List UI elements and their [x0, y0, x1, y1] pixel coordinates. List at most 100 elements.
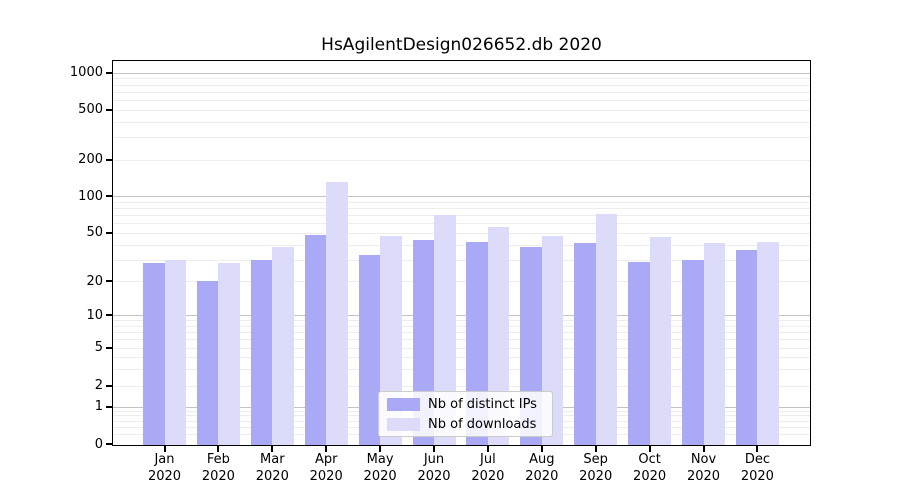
x-axis-label-month: Dec	[744, 452, 770, 467]
y-axis-tick-2	[106, 384, 112, 387]
x-axis-label-jan: Jan 2020	[135, 451, 195, 485]
gridline-minor	[113, 325, 810, 327]
y-axis-label-200: 200	[78, 152, 103, 167]
x-axis-label-month: Jan	[154, 452, 175, 467]
x-axis-label-year: 2020	[255, 469, 289, 484]
x-axis-label-month: Jun	[423, 452, 445, 467]
y-axis-label-20: 20	[86, 273, 103, 289]
bar-distinct-ips-feb	[196, 281, 219, 445]
x-axis-label-year: 2020	[147, 469, 182, 484]
bar-downloads-jul	[487, 226, 510, 445]
bar-downloads-mar	[272, 247, 294, 445]
x-axis-tick-feb	[217, 446, 220, 452]
gridline-minor	[113, 208, 810, 209]
x-axis-label-month: Feb	[206, 452, 230, 467]
gridline-minor	[113, 368, 810, 370]
x-axis-label-month: Jul	[480, 452, 496, 467]
gridline-minor	[113, 339, 810, 341]
bar-distinct-ips-nov	[682, 259, 704, 445]
y-axis-label-2: 2	[94, 378, 103, 393]
x-axis-tick-oct	[648, 446, 651, 452]
x-axis-tick-may	[379, 446, 382, 452]
gridline-minor	[113, 357, 810, 358]
x-axis-label-month: Oct	[638, 452, 661, 467]
x-axis-tick-apr	[325, 446, 328, 452]
gridline-minor	[113, 121, 810, 123]
bar-downloads-nov	[703, 243, 725, 445]
gridline-minor	[113, 281, 810, 282]
x-axis-label-year: 2020	[201, 469, 235, 484]
legend-swatch-icon	[387, 397, 420, 411]
x-axis-label-year: 2020	[471, 469, 505, 484]
y-axis-label-0: 0	[94, 436, 103, 452]
x-axis-label-feb: Feb 2020	[188, 451, 248, 485]
y-axis-label-10: 10	[86, 307, 103, 323]
bar-distinct-ips-apr	[304, 234, 327, 445]
chart-title: HsAgilentDesign026652.db 2020	[321, 35, 602, 55]
y-axis-tick-1000	[106, 71, 112, 74]
x-axis-label-sep: Sep 2020	[566, 451, 626, 485]
y-axis-label-50: 50	[86, 225, 103, 241]
legend-row-distinct-ips: Nb of distinct IPs	[387, 397, 544, 412]
bar-downloads-dec	[757, 242, 779, 445]
x-axis-label-nov: Nov 2020	[674, 451, 734, 485]
gridline-minor	[113, 385, 810, 387]
bar-distinct-ips-dec	[735, 250, 758, 445]
x-axis-label-jun: Jun 2020	[404, 451, 464, 485]
y-axis-label-5: 5	[94, 340, 103, 356]
x-axis-tick-jan	[163, 446, 166, 452]
x-axis-label-year: 2020	[686, 469, 721, 484]
x-axis-label-year: 2020	[363, 469, 397, 484]
y-axis-tick-500	[106, 108, 112, 111]
bar-distinct-ips-oct	[628, 261, 650, 445]
y-axis-tick-0	[106, 443, 112, 445]
x-axis-tick-dec	[756, 446, 759, 452]
x-axis-label-month: Sep	[583, 452, 608, 467]
y-axis-tick-10	[106, 314, 112, 317]
x-axis-label-jul: Jul 2020	[458, 451, 518, 485]
gridline-minor	[113, 347, 810, 349]
bar-downloads-oct	[649, 237, 672, 445]
gridline-minor	[113, 201, 810, 203]
bar-downloads-jun	[434, 215, 456, 445]
gridline-minor	[113, 159, 810, 161]
gridline-minor	[113, 223, 810, 225]
gridline-minor	[113, 320, 810, 322]
x-axis-tick-mar	[271, 446, 274, 452]
y-axis-tick-100	[106, 195, 112, 198]
y-axis-label-1: 1	[94, 399, 103, 414]
bar-distinct-ips-may	[358, 254, 381, 445]
gridline-major-1000	[113, 72, 810, 74]
x-axis-tick-jun	[433, 446, 435, 452]
gridline-minor	[113, 232, 810, 234]
gridline-minor	[113, 99, 810, 101]
bar-distinct-ips-mar	[250, 259, 273, 445]
legend-label: Nb of distinct IPs	[428, 396, 537, 412]
y-axis-label-100: 100	[78, 188, 103, 204]
gridline-major-100	[113, 196, 810, 198]
gridline-minor	[113, 91, 810, 93]
gridline-minor	[113, 244, 810, 246]
x-axis-label-may: May 2020	[350, 451, 410, 485]
x-axis-label-dec: Dec 2020	[727, 451, 787, 485]
gridline-minor	[113, 137, 810, 139]
x-axis-label-year: 2020	[740, 469, 774, 484]
x-axis-tick-aug	[540, 446, 543, 452]
bar-distinct-ips-sep	[574, 243, 596, 445]
gridline-major-10	[113, 315, 810, 317]
x-axis-tick-jul	[486, 446, 489, 452]
legend-label: Nb of downloads	[428, 416, 537, 432]
bar-distinct-ips-jan	[143, 263, 165, 445]
x-axis-label-year: 2020	[525, 469, 559, 484]
legend: Nb of distinct IPs Nb of downloads	[378, 391, 553, 437]
y-axis-tick-20	[106, 280, 112, 282]
y-axis-tick-200	[106, 158, 112, 161]
x-axis-label-month: Aug	[529, 452, 555, 467]
y-axis-tick-50	[106, 231, 112, 234]
bar-downloads-feb	[218, 263, 240, 445]
gridline-minor	[113, 109, 810, 111]
gridline-minor	[113, 259, 810, 261]
x-axis-label-aug: Aug 2020	[512, 451, 572, 485]
x-axis-label-month: Mar	[260, 452, 285, 467]
